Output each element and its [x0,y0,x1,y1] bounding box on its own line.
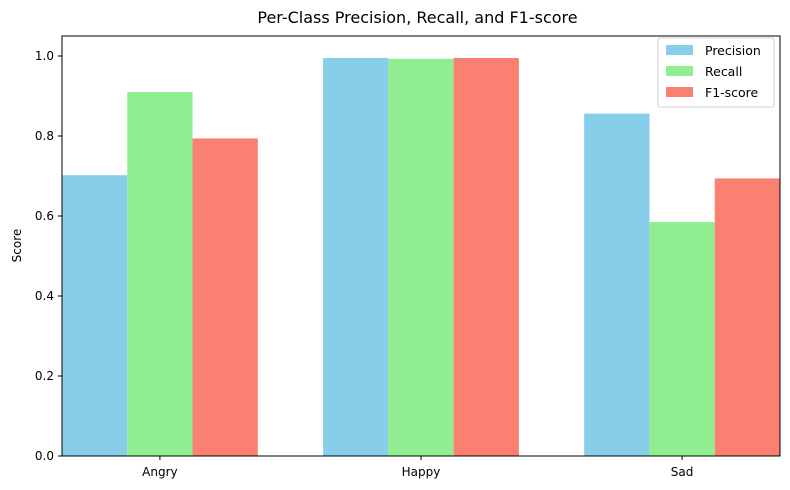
y-tick-label: 0.0 [35,449,54,463]
bar-f1-score-happy [453,58,519,456]
legend-swatch-recall [666,66,693,76]
plot-area: 0.0 0.2 0.4 0.6 0.8 1.0 Angry Happy Sad Precision… [35,35,781,479]
x-tick-label: Happy [402,465,441,479]
bar-f1-score-sad [714,178,780,456]
y-axis-label: Score [10,229,24,263]
y-tick-label: 0.6 [35,209,54,223]
bar-recall-happy [388,58,454,457]
bar-precision-sad [584,113,650,456]
bar-recall-sad [649,222,715,456]
legend-label: F1-score [705,85,759,100]
chart-title: Per-Class Precision, Recall, and F1-scor… [257,8,577,27]
bar-precision-happy [323,58,389,456]
legend-swatch-precision [666,45,693,55]
bar-recall-angry [127,92,193,456]
legend-label: Recall [705,64,742,79]
y-tick-label: 0.4 [35,289,54,303]
y-tick-label: 1.0 [35,49,54,63]
legend-swatch-f1-score [666,87,693,97]
x-tick-label: Angry [142,465,177,479]
y-tick-label: 0.2 [35,369,54,383]
x-tick-label: Sad [671,465,694,479]
bar-f1-score-angry [192,138,258,456]
y-tick-label: 0.8 [35,129,54,143]
legend: Precision Recall F1-score [657,37,775,108]
bar-precision-angry [62,175,128,456]
legend-label: Precision [705,43,761,58]
